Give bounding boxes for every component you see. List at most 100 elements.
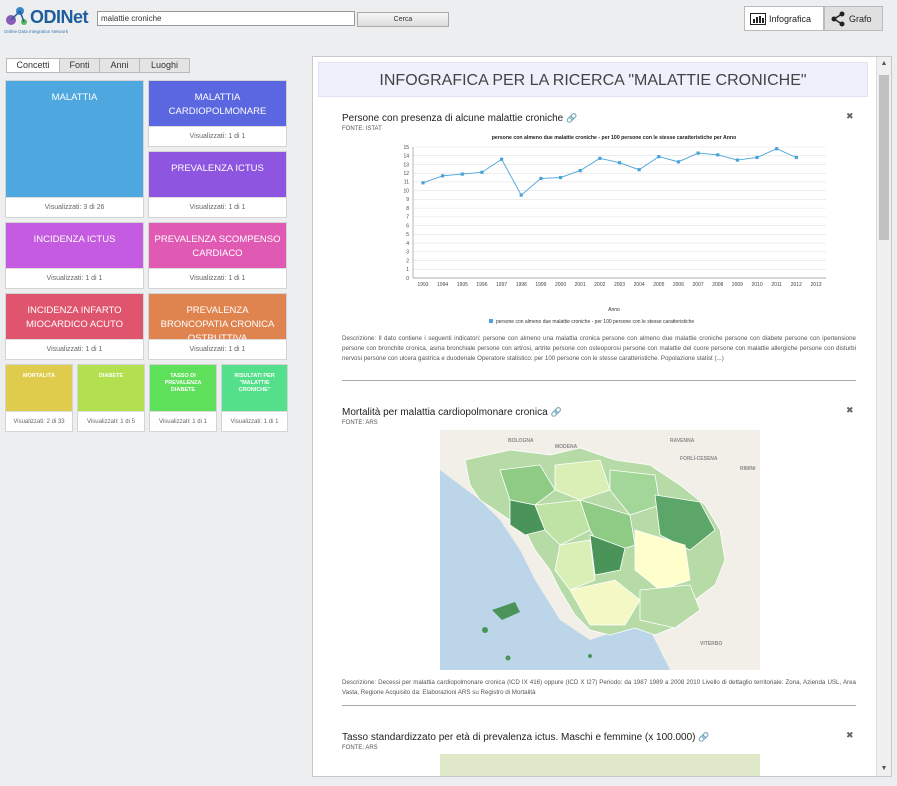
- map-preview: [440, 754, 760, 776]
- card-title[interactable]: Tasso standardizzato per età di prevalen…: [342, 732, 710, 743]
- close-icon[interactable]: ✖: [846, 730, 854, 740]
- concept-label: PREVALENZA BRONCOPATIA CRONICA OSTRUTTIV…: [149, 294, 286, 344]
- choropleth-map[interactable]: BOLOGNA MODENA RAVENNA FORLÌ-CESENA RIMI…: [440, 430, 760, 670]
- data-point[interactable]: [617, 161, 622, 165]
- x-tick-label: 2002: [594, 282, 605, 288]
- card-title[interactable]: Persone con presenza di alcune malattie …: [342, 113, 577, 124]
- y-tick-label: 4: [406, 241, 409, 247]
- concept-label: PREVALENZA SCOMPENSO CARDIACO: [149, 223, 286, 269]
- concept-tile-risultati[interactable]: RISULTATI PER "MALATTIE CRONICHE" Visual…: [221, 364, 288, 432]
- concept-count: Visualizzati: 2 di 33: [6, 411, 72, 431]
- concept-tile-malattia[interactable]: MALATTIA Visualizzati: 3 di 26: [5, 80, 144, 218]
- concept-label: INCIDENZA ICTUS: [6, 223, 143, 269]
- data-point[interactable]: [441, 174, 445, 178]
- concept-count: Visualizzati: 1 di 1: [222, 411, 287, 431]
- concept-tile-malattia-cardiopolmonare[interactable]: MALATTIA CARDIOPOLMONARE Visualizzati: 1…: [148, 80, 287, 147]
- x-tick-label: 2004: [634, 282, 645, 288]
- card-title[interactable]: Mortalità per malattia cardiopolmonare c…: [342, 407, 562, 418]
- y-tick-label: 6: [406, 223, 409, 229]
- y-tick-label: 10: [403, 188, 409, 194]
- tab-anni[interactable]: Anni: [99, 58, 140, 73]
- x-tick-label: 2006: [673, 282, 684, 288]
- close-icon[interactable]: ✖: [846, 111, 854, 121]
- link-icon[interactable]: 🔗: [550, 407, 562, 417]
- x-tick-label: 2013: [810, 282, 821, 288]
- data-point[interactable]: [676, 160, 681, 164]
- infographic-view-button[interactable]: Infografica: [744, 6, 824, 31]
- close-icon[interactable]: ✖: [846, 405, 854, 415]
- concept-tile-incidenza-ictus[interactable]: INCIDENZA ICTUS Visualizzati: 1 di 1: [5, 222, 144, 289]
- y-tick-label: 1: [406, 267, 409, 273]
- scrollbar[interactable]: ▲ ▼: [876, 57, 891, 776]
- concept-tile-tasso-diabete[interactable]: TASSO DI PREVALENZA DIABETE Visualizzati…: [149, 364, 217, 432]
- concept-count: Visualizzati: 1 di 1: [149, 268, 286, 288]
- search-input[interactable]: [97, 11, 355, 26]
- y-tick-label: 8: [406, 206, 409, 212]
- data-point[interactable]: [696, 151, 700, 155]
- card-source: FONTE: ARS: [342, 420, 378, 426]
- x-tick-label: 1996: [476, 282, 487, 288]
- scroll-up-icon[interactable]: ▲: [880, 60, 888, 67]
- concept-count: Visualizzati: 1 di 1: [149, 126, 286, 146]
- y-tick-label: 15: [403, 145, 409, 151]
- card-source: FONTE: ARS: [342, 745, 378, 751]
- data-point[interactable]: [519, 193, 523, 197]
- chart-legend: persone con almeno due malattie croniche…: [489, 319, 694, 325]
- data-point[interactable]: [558, 175, 563, 180]
- graph-view-button[interactable]: Grafo: [824, 6, 883, 31]
- x-tick-label: 1994: [437, 282, 448, 288]
- map-label: MODENA: [555, 444, 578, 450]
- tab-concetti[interactable]: Concetti: [6, 58, 60, 73]
- y-tick-label: 9: [406, 197, 409, 203]
- data-point[interactable]: [421, 181, 425, 185]
- x-tick-label: 2010: [751, 282, 762, 288]
- y-tick-label: 5: [406, 232, 409, 238]
- tab-fonti[interactable]: Fonti: [59, 58, 100, 73]
- map-label: FORLÌ-CESENA: [680, 454, 718, 462]
- concept-label: INCIDENZA INFARTO MIOCARDICO ACUTO: [6, 294, 143, 340]
- data-point[interactable]: [735, 158, 739, 162]
- data-point[interactable]: [460, 172, 464, 176]
- panel-title: INFOGRAFICA PER LA RICERCA "MALATTIE CRO…: [318, 62, 868, 97]
- card-title-text: Persone con presenza di alcune malattie …: [342, 113, 564, 124]
- concept-label: TASSO DI PREVALENZA DIABETE: [150, 365, 216, 412]
- line-chart: persone con almeno due malattie croniche…: [403, 135, 826, 325]
- logo-tagline: Online Data Integration Network: [4, 29, 69, 34]
- scrollbar-thumb[interactable]: [879, 75, 889, 240]
- x-tick-label: 2009: [732, 282, 743, 288]
- concept-tile-broncopatia[interactable]: PREVALENZA BRONCOPATIA CRONICA OSTRUTTIV…: [148, 293, 287, 360]
- link-icon[interactable]: 🔗: [566, 113, 578, 123]
- data-point[interactable]: [637, 168, 641, 172]
- concept-tile-diabete[interactable]: DIABETE Visualizzati: 1 di 5: [77, 364, 145, 432]
- x-tick-label: 1998: [516, 282, 527, 288]
- data-point[interactable]: [480, 170, 484, 174]
- data-point[interactable]: [716, 153, 720, 157]
- y-tick-label: 2: [406, 258, 409, 264]
- data-point[interactable]: [657, 155, 661, 159]
- x-tick-label: 2001: [575, 282, 586, 288]
- odinet-logo[interactable]: ODINet Online Data Integration Network: [4, 4, 89, 36]
- search-button[interactable]: Cerca: [357, 12, 449, 27]
- link-icon[interactable]: 🔗: [698, 732, 710, 742]
- logo-name: ODINet: [30, 7, 89, 27]
- scroll-down-icon[interactable]: ▼: [880, 765, 888, 772]
- x-tick-label: 2012: [791, 282, 802, 288]
- data-point[interactable]: [775, 147, 779, 151]
- concept-tile-mortalita[interactable]: MORTALITÀ Visualizzati: 2 di 33: [5, 364, 73, 432]
- concept-count: Visualizzati: 3 di 26: [6, 197, 143, 217]
- data-point[interactable]: [500, 157, 504, 161]
- data-point[interactable]: [539, 176, 543, 181]
- concept-tile-prevalenza-scompenso[interactable]: PREVALENZA SCOMPENSO CARDIACO Visualizza…: [148, 222, 287, 289]
- logo-icon: [6, 7, 27, 25]
- data-point[interactable]: [598, 156, 602, 160]
- filter-tabs: Concetti Fonti Anni Luoghi: [6, 58, 190, 73]
- concept-tile-incidenza-infarto[interactable]: INCIDENZA INFARTO MIOCARDICO ACUTO Visua…: [5, 293, 144, 360]
- y-tick-label: 0: [406, 276, 409, 282]
- infographic-panel[interactable]: INFOGRAFICA PER LA RICERCA "MALATTIE CRO…: [312, 56, 892, 777]
- data-point[interactable]: [755, 155, 759, 160]
- tab-luoghi[interactable]: Luoghi: [139, 58, 190, 73]
- data-point[interactable]: [578, 168, 582, 173]
- data-point[interactable]: [794, 155, 798, 160]
- x-tick-label: 2007: [693, 282, 704, 288]
- concept-tile-prevalenza-ictus[interactable]: PREVALENZA ICTUS Visualizzati: 1 di 1: [148, 151, 287, 218]
